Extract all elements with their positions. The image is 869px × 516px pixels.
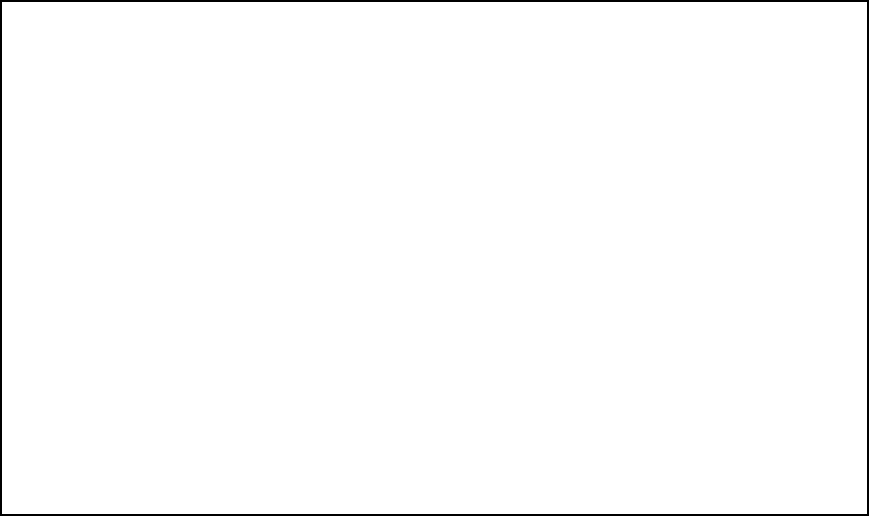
spot-line-swatch: [415, 499, 447, 503]
legend: [2, 495, 867, 506]
legend-item-inventory: [353, 495, 389, 506]
legend-item-3month: [479, 499, 517, 503]
inventory-swatch: [353, 495, 383, 506]
three-month-line-swatch: [479, 499, 511, 503]
legend-item-spot: [415, 499, 453, 503]
